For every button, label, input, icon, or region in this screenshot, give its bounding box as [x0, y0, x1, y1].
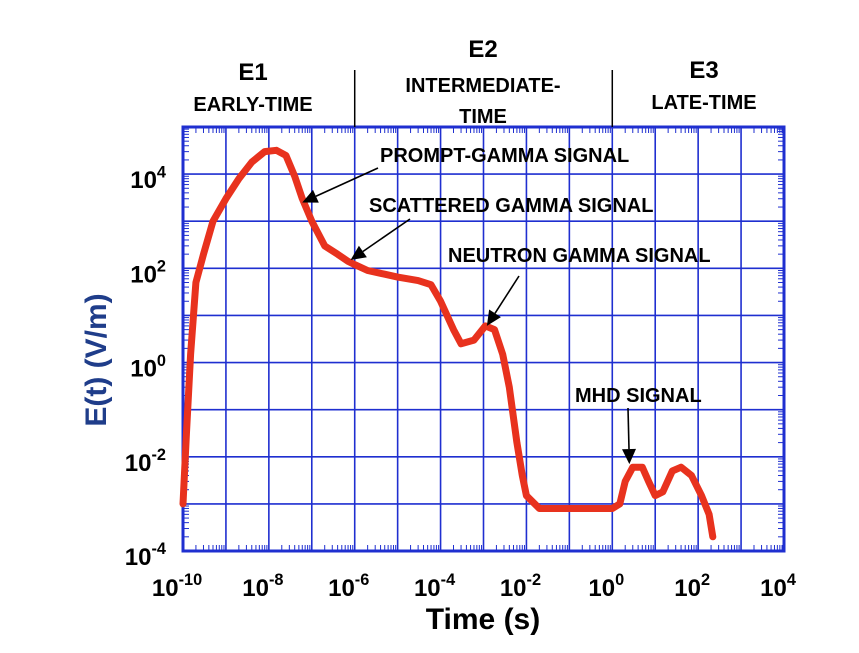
region-name: E3 [689, 57, 718, 84]
region-label: EARLY-TIME [193, 94, 312, 116]
annotation-arrowhead [622, 448, 637, 465]
y-tick-label: 104 [130, 163, 166, 194]
annotation-label: PROMPT-GAMMA SIGNAL [380, 145, 629, 167]
y-tick-label: 102 [130, 258, 166, 289]
y-tick-label: 10-4 [125, 540, 166, 571]
x-tick-label: 104 [760, 571, 796, 602]
grid [181, 125, 786, 553]
region-label: LATE-TIME [651, 92, 756, 114]
annotation-label: NEUTRON GAMMA SIGNAL [448, 245, 711, 267]
x-tick-label: 10-8 [242, 571, 283, 602]
series-line [179, 146, 717, 541]
x-tick-label: 102 [674, 571, 710, 602]
annotation-arrow [362, 218, 411, 253]
y-tick-label: 100 [130, 352, 166, 383]
region-label: INTERMEDIATE- [405, 75, 560, 97]
x-tick-label: 10-10 [152, 571, 202, 602]
annotation-arrow [494, 275, 520, 314]
y-axis-label: E(t) (V/m) [80, 293, 113, 426]
x-tick-label: 10-4 [414, 571, 455, 602]
annotation-arrows [302, 167, 637, 465]
region-name: E2 [468, 36, 497, 63]
x-tick-label: 100 [588, 571, 624, 602]
x-tick-label: 10-2 [500, 571, 541, 602]
labels: 10-10 10-8 10-6 10-4 10-2 100 102 104 10-4 10-2 10… [80, 36, 796, 636]
x-tick-label: 10-6 [328, 571, 369, 602]
annotation-arrowhead [486, 309, 501, 326]
region-dividers [353, 70, 614, 127]
x-axis-label: Time (s) [426, 603, 540, 636]
annotation-arrowhead [350, 245, 367, 261]
region-name: E1 [238, 59, 267, 86]
annotation-label: SCATTERED GAMMA SIGNAL [369, 195, 653, 217]
series-layer [179, 146, 717, 541]
plot-frame [181, 125, 786, 553]
annotation-arrowhead [302, 189, 319, 203]
annotation-label: MHD SIGNAL [575, 385, 702, 407]
y-tick-label: 10-2 [125, 446, 166, 477]
annotation-arrow [315, 167, 379, 197]
annotation-arrow [627, 407, 630, 450]
region-label: TIME [459, 106, 507, 128]
